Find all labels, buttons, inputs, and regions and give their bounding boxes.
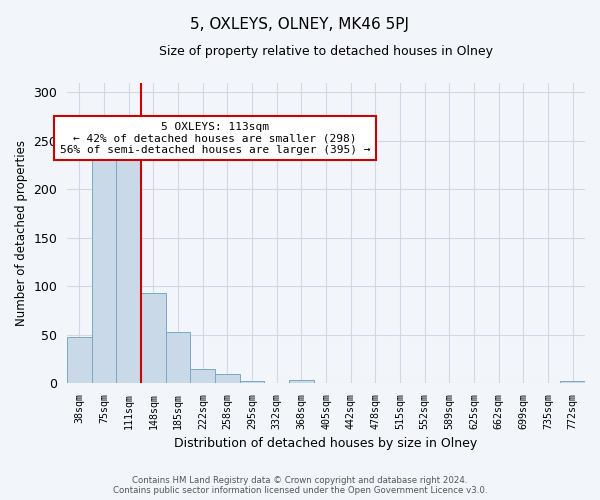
Bar xyxy=(116,139,141,383)
Bar xyxy=(289,380,314,383)
Bar xyxy=(215,374,240,383)
Bar xyxy=(190,370,215,383)
Y-axis label: Number of detached properties: Number of detached properties xyxy=(15,140,28,326)
Text: 5 OXLEYS: 113sqm
← 42% of detached houses are smaller (298)
56% of semi-detached: 5 OXLEYS: 113sqm ← 42% of detached house… xyxy=(60,122,370,154)
Title: Size of property relative to detached houses in Olney: Size of property relative to detached ho… xyxy=(159,45,493,58)
Bar xyxy=(166,332,190,383)
Bar xyxy=(240,381,265,383)
Text: Contains HM Land Registry data © Crown copyright and database right 2024.
Contai: Contains HM Land Registry data © Crown c… xyxy=(113,476,487,495)
Text: 5, OXLEYS, OLNEY, MK46 5PJ: 5, OXLEYS, OLNEY, MK46 5PJ xyxy=(191,18,409,32)
Bar xyxy=(141,293,166,383)
Bar xyxy=(560,381,585,383)
Bar xyxy=(67,338,92,383)
X-axis label: Distribution of detached houses by size in Olney: Distribution of detached houses by size … xyxy=(175,437,478,450)
Bar xyxy=(92,154,116,383)
